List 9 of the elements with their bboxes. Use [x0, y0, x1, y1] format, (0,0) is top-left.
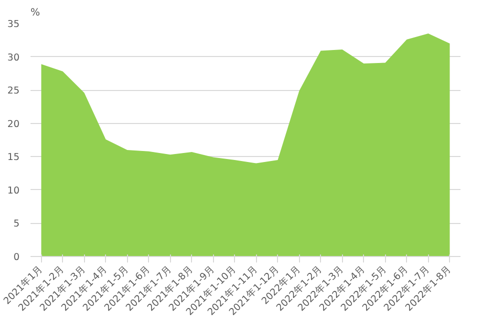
y-tick-label: 5	[13, 218, 20, 230]
y-tick-label: 20	[7, 118, 20, 130]
y-tick-label: 15	[7, 152, 20, 164]
y-tick-label: 10	[7, 185, 20, 196]
y-tick-label: 30	[7, 52, 20, 64]
y-tick-label: 0	[13, 252, 20, 263]
y-tick-label: 35	[7, 19, 20, 30]
y-tick-label: 25	[7, 86, 20, 97]
y-axis-title: %	[30, 8, 40, 18]
